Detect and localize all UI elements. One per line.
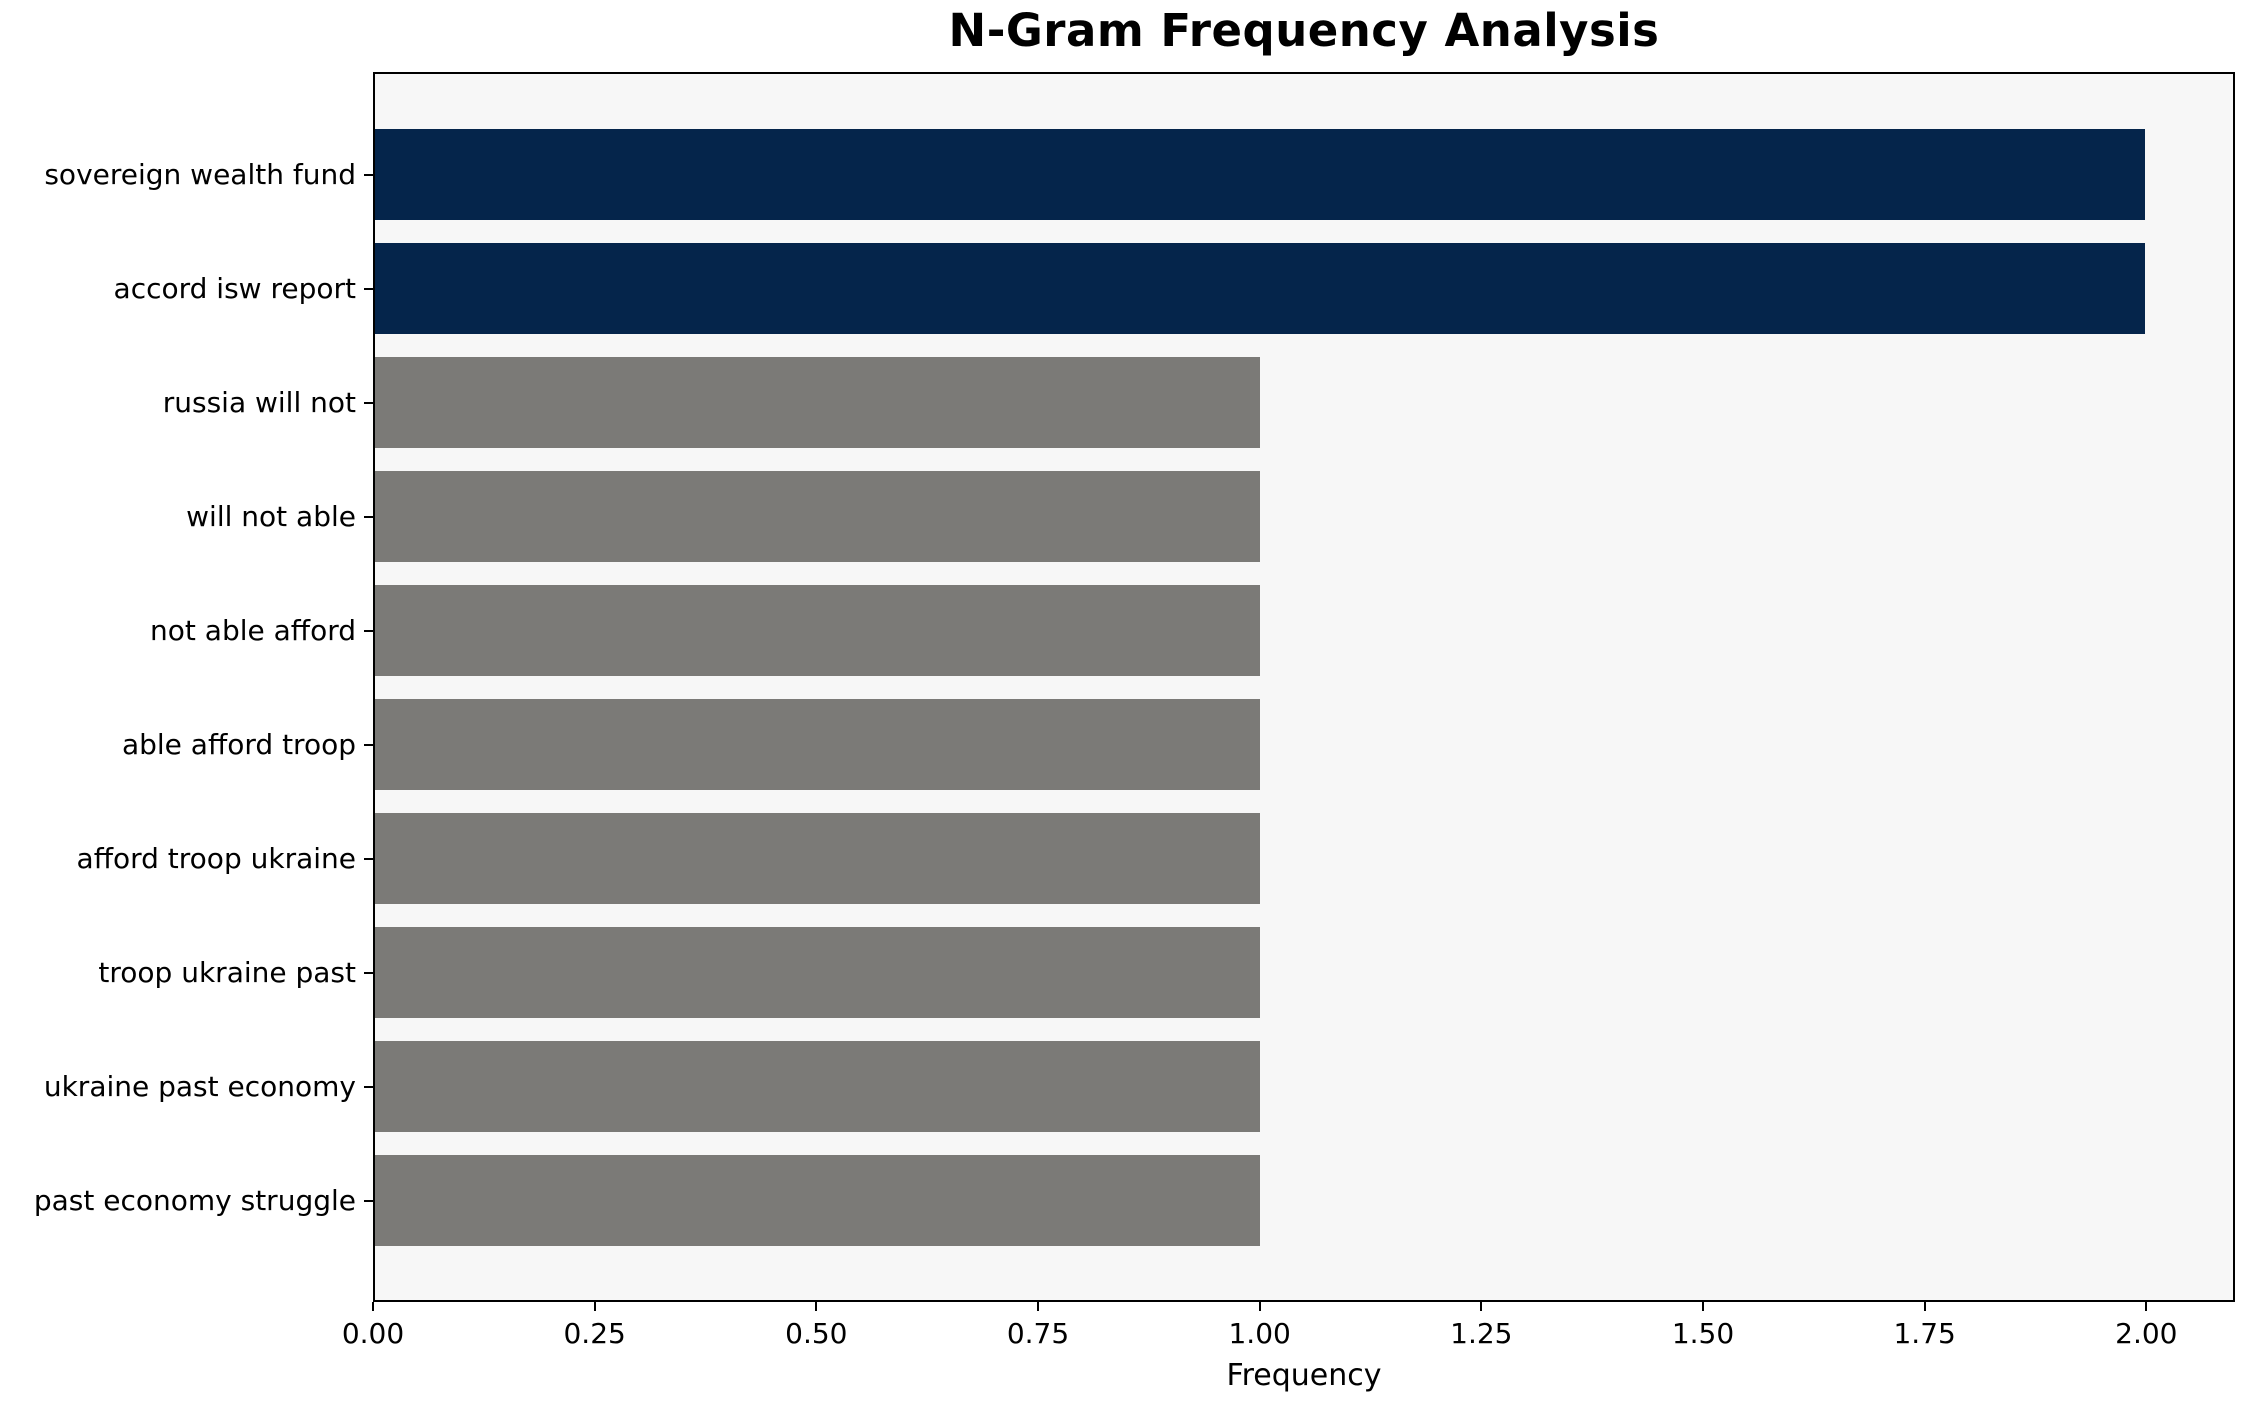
x-tick-label: 1.25 <box>1450 1317 1513 1350</box>
bar-row: able afford troop <box>122 699 2233 790</box>
bar <box>375 129 2145 220</box>
plot-area: sovereign wealth fund accord isw report ru… <box>34 72 2235 1302</box>
x-tick-mark <box>372 1302 374 1311</box>
y-tick-label: accord isw report <box>113 271 356 305</box>
x-tick-label: 0.25 <box>563 1317 626 1350</box>
y-tick-mark <box>364 287 373 290</box>
y-tick-label: ukraine past economy <box>43 1069 356 1103</box>
y-tick-mark <box>364 1085 373 1088</box>
bar <box>375 1155 1260 1246</box>
bar-row: ukraine past economy <box>44 1041 2233 1132</box>
bar <box>375 1041 1260 1132</box>
bar <box>375 357 1260 448</box>
y-tick-label: able afford troop <box>121 727 356 761</box>
bar <box>375 927 1260 1018</box>
x-tick-mark <box>1480 1302 1483 1311</box>
y-tick-mark <box>364 857 373 860</box>
bar-row: sovereign wealth fund <box>44 129 2233 220</box>
x-tick-mark <box>593 1302 596 1311</box>
y-tick-label: will not able <box>186 499 356 533</box>
y-tick-mark <box>364 515 373 518</box>
x-axis-title: Frequency <box>1226 1358 1382 1393</box>
bar <box>375 699 1260 790</box>
y-tick-label: past economy struggle <box>33 1183 356 1217</box>
x-tick-mark <box>1702 1302 1704 1311</box>
x-tick-label: 1.75 <box>1893 1317 1956 1350</box>
y-tick-mark <box>364 1199 373 1202</box>
x-tick-mark <box>1923 1302 1926 1311</box>
x-tick-label: 0.50 <box>785 1317 848 1350</box>
x-tick-label: 1.50 <box>1671 1317 1735 1350</box>
bar-row: russia will not <box>163 357 2233 448</box>
x-tick-label: 0.00 <box>341 1317 405 1350</box>
bar-row: not able afford <box>150 585 2233 676</box>
bar <box>375 813 1260 904</box>
y-tick-mark <box>364 629 373 632</box>
y-tick-mark <box>364 743 373 746</box>
y-tick-label: troop ukraine past <box>98 955 356 989</box>
y-tick-mark <box>364 173 373 176</box>
bar-row: troop ukraine past <box>98 927 2233 1018</box>
y-tick-label: afford troop ukraine <box>76 841 356 875</box>
x-tick-mark <box>1037 1302 1039 1311</box>
x-tick-mark <box>2145 1302 2148 1311</box>
bar-row: accord isw report <box>114 243 2233 334</box>
y-tick-mark <box>364 401 373 404</box>
y-tick-mark <box>364 971 373 974</box>
bar <box>375 585 1260 676</box>
bar-row: past economy struggle <box>34 1155 2233 1246</box>
bar-row: afford troop ukraine <box>77 813 2233 904</box>
x-tick-mark <box>1258 1302 1261 1311</box>
y-tick-label: sovereign wealth fund <box>44 157 356 191</box>
bar <box>375 471 1260 562</box>
bar-row: will not able <box>186 471 2233 562</box>
chart-title: N-Gram Frequency Analysis <box>948 4 1660 57</box>
x-tick-label: 2.00 <box>2115 1317 2178 1350</box>
x-tick-mark <box>815 1302 818 1311</box>
x-tick-label: 1.00 <box>1228 1317 1291 1350</box>
y-tick-label: russia will not <box>162 385 356 419</box>
bars-container: sovereign wealth fund accord isw report ru… <box>34 74 2233 1300</box>
x-tick-label: 0.75 <box>1006 1317 1070 1350</box>
y-tick-label: not able afford <box>150 613 356 647</box>
bar <box>375 243 2145 334</box>
